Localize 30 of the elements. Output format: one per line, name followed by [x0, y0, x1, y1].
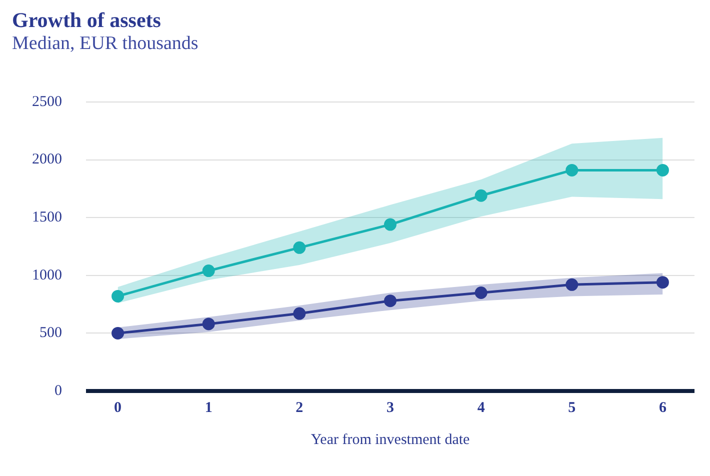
x-tick-label: 3: [386, 400, 394, 416]
point: [566, 164, 578, 176]
y-tick-label: 1000: [32, 267, 62, 284]
x-tick-label: 6: [658, 400, 667, 416]
point: [202, 264, 215, 278]
point: [112, 290, 124, 302]
point: [474, 189, 488, 202]
y-tick-label: 0: [54, 382, 62, 399]
point: [293, 241, 306, 254]
x-tick-label: 1: [204, 400, 212, 416]
x-tick-label: 0: [114, 400, 122, 416]
y-tick-label: 1500: [32, 210, 62, 226]
point: [656, 164, 669, 176]
point: [202, 318, 215, 330]
x-tick-label: 2: [296, 400, 304, 416]
y-tick-label: 2500: [32, 94, 62, 110]
point: [474, 286, 488, 299]
y-tick-label: 500: [40, 325, 62, 342]
x-axis-title: Year from investment date: [310, 432, 470, 448]
point: [384, 294, 396, 308]
chart-title: Growth of assets: [12, 8, 162, 33]
y-tick-label: 2000: [32, 152, 62, 168]
x-tick-label: 5: [568, 400, 576, 416]
point: [656, 276, 669, 289]
point: [293, 307, 306, 320]
point: [566, 278, 578, 291]
point: [112, 326, 124, 340]
x-tick-label: 4: [477, 400, 486, 416]
chart-subtitle: Median, EUR thousands: [12, 33, 200, 55]
point: [384, 218, 396, 231]
